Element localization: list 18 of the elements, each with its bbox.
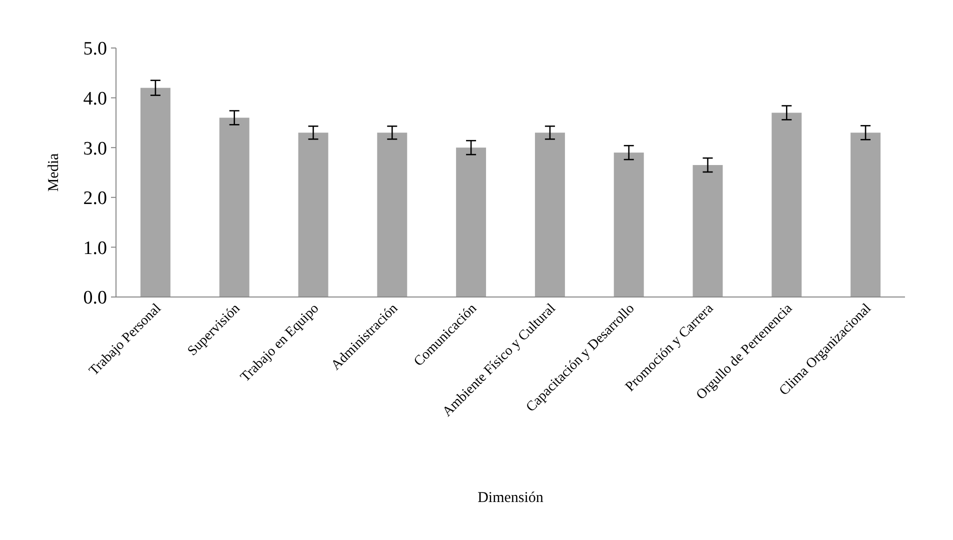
bar [692, 165, 723, 297]
bar [534, 132, 565, 297]
y-tick-label: 5.0 [83, 38, 107, 60]
y-tick-label: 2.0 [83, 188, 107, 210]
y-tick-label: 3.0 [83, 138, 107, 160]
bar [219, 118, 250, 297]
y-tick-label: 4.0 [83, 88, 107, 110]
bar [456, 148, 486, 297]
bar [614, 152, 644, 297]
bar [140, 88, 170, 297]
y-axis-title: Media [46, 153, 62, 192]
x-axis-title: Dimensión [478, 490, 544, 506]
bar [772, 112, 802, 297]
bar [377, 132, 408, 297]
bar [298, 132, 328, 297]
bar [850, 132, 881, 297]
y-tick-label: 0.0 [83, 288, 107, 309]
y-tick-label: 1.0 [83, 238, 107, 259]
